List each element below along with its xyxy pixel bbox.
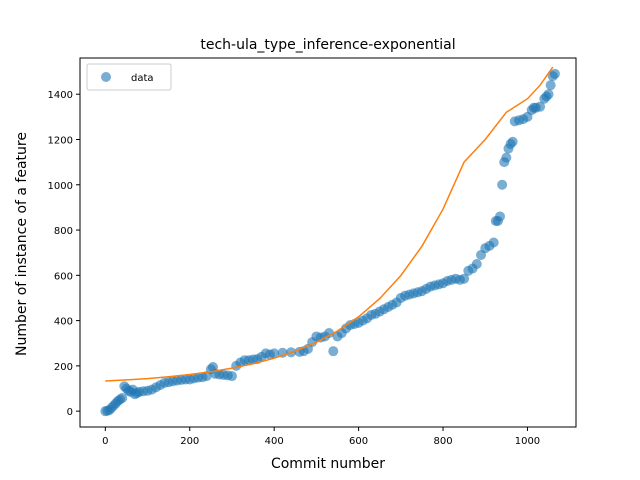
data-point: [328, 346, 339, 357]
x-tick-label: 0: [102, 436, 108, 447]
data-point: [117, 393, 128, 404]
data-point: [269, 348, 280, 359]
data-point: [459, 273, 470, 284]
data-point: [324, 328, 335, 339]
x-axis-label: Commit number: [271, 456, 385, 472]
x-tick-label: 800: [433, 436, 452, 447]
chart-title: tech-ula_type_inference-exponential: [200, 37, 455, 53]
x-tick-label: 200: [180, 436, 199, 447]
x-tick-label: 1000: [515, 436, 540, 447]
legend: data: [86, 63, 172, 91]
data-point: [507, 136, 518, 147]
legend-marker-data: [101, 72, 111, 82]
legend-box: [86, 63, 172, 91]
data-point: [535, 101, 546, 112]
data-point: [543, 89, 554, 100]
y-tick-label: 200: [54, 362, 73, 373]
scatter-series-data: [100, 68, 560, 417]
y-tick-label: 400: [54, 317, 73, 328]
plot-area: [100, 66, 560, 417]
data-point: [501, 152, 512, 163]
axes: 0 200 400 600 800 1000 0 200 400 600 800 1000 1200 14…: [48, 57, 577, 447]
data-point: [497, 179, 508, 190]
fit-curve: [105, 66, 554, 382]
data-point: [471, 259, 482, 270]
x-tick-label: 400: [265, 436, 284, 447]
legend-label-data: data: [131, 73, 154, 84]
y-tick-label: 600: [54, 271, 73, 282]
plot-frame: [79, 57, 577, 428]
y-tick-label: 1400: [48, 90, 73, 101]
data-point: [226, 371, 237, 382]
y-tick-label: 0: [67, 407, 73, 418]
x-tick-label: 600: [349, 436, 368, 447]
data-point: [488, 237, 499, 248]
y-tick-label: 1200: [48, 135, 73, 146]
data-point: [495, 211, 506, 222]
data-point: [549, 68, 560, 79]
y-axis-label: Number of instance of a feature: [14, 132, 30, 356]
data-point: [545, 80, 556, 91]
y-tick-label: 800: [54, 226, 73, 237]
y-tick-label: 1000: [48, 181, 73, 192]
